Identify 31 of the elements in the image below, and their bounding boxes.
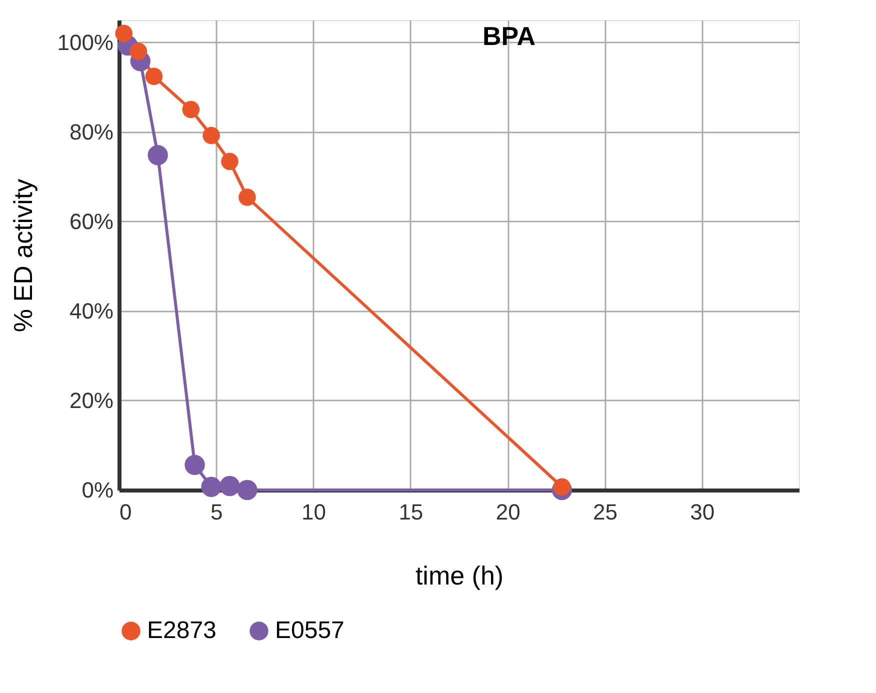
- x-tick-label: 10: [302, 500, 326, 524]
- point: [148, 145, 168, 166]
- x-axis-title: time (h): [415, 560, 504, 590]
- x-tick-label: 15: [398, 500, 424, 524]
- chart-title: BPA: [482, 21, 536, 51]
- point: [221, 152, 238, 170]
- y-tick-label: 0%: [82, 478, 114, 502]
- point: [237, 480, 258, 500]
- x-tick-label: 20: [496, 500, 520, 524]
- y-tick-label: 80%: [69, 119, 114, 144]
- point: [238, 188, 256, 206]
- x-tick-label: 0: [120, 500, 132, 524]
- point: [220, 476, 240, 496]
- point: [202, 126, 220, 144]
- x-tick-label: 5: [210, 500, 223, 524]
- point: [553, 478, 571, 496]
- y-tick-label: 100%: [57, 30, 114, 55]
- point: [201, 476, 222, 497]
- point: [184, 454, 205, 476]
- point: [130, 42, 148, 60]
- y-tick-label: 20%: [69, 388, 114, 413]
- y-tick-label: 60%: [69, 208, 114, 234]
- x-tick-label: 30: [690, 500, 715, 524]
- legend-label: E2873: [147, 617, 216, 644]
- y-axis-title: % ED activity: [8, 178, 38, 332]
- x-tick-label: 25: [592, 500, 618, 524]
- point: [145, 68, 163, 86]
- legend-label: E0557: [275, 617, 344, 644]
- y-tick-label: 40%: [69, 298, 114, 324]
- point: [182, 100, 200, 118]
- point: [115, 24, 133, 42]
